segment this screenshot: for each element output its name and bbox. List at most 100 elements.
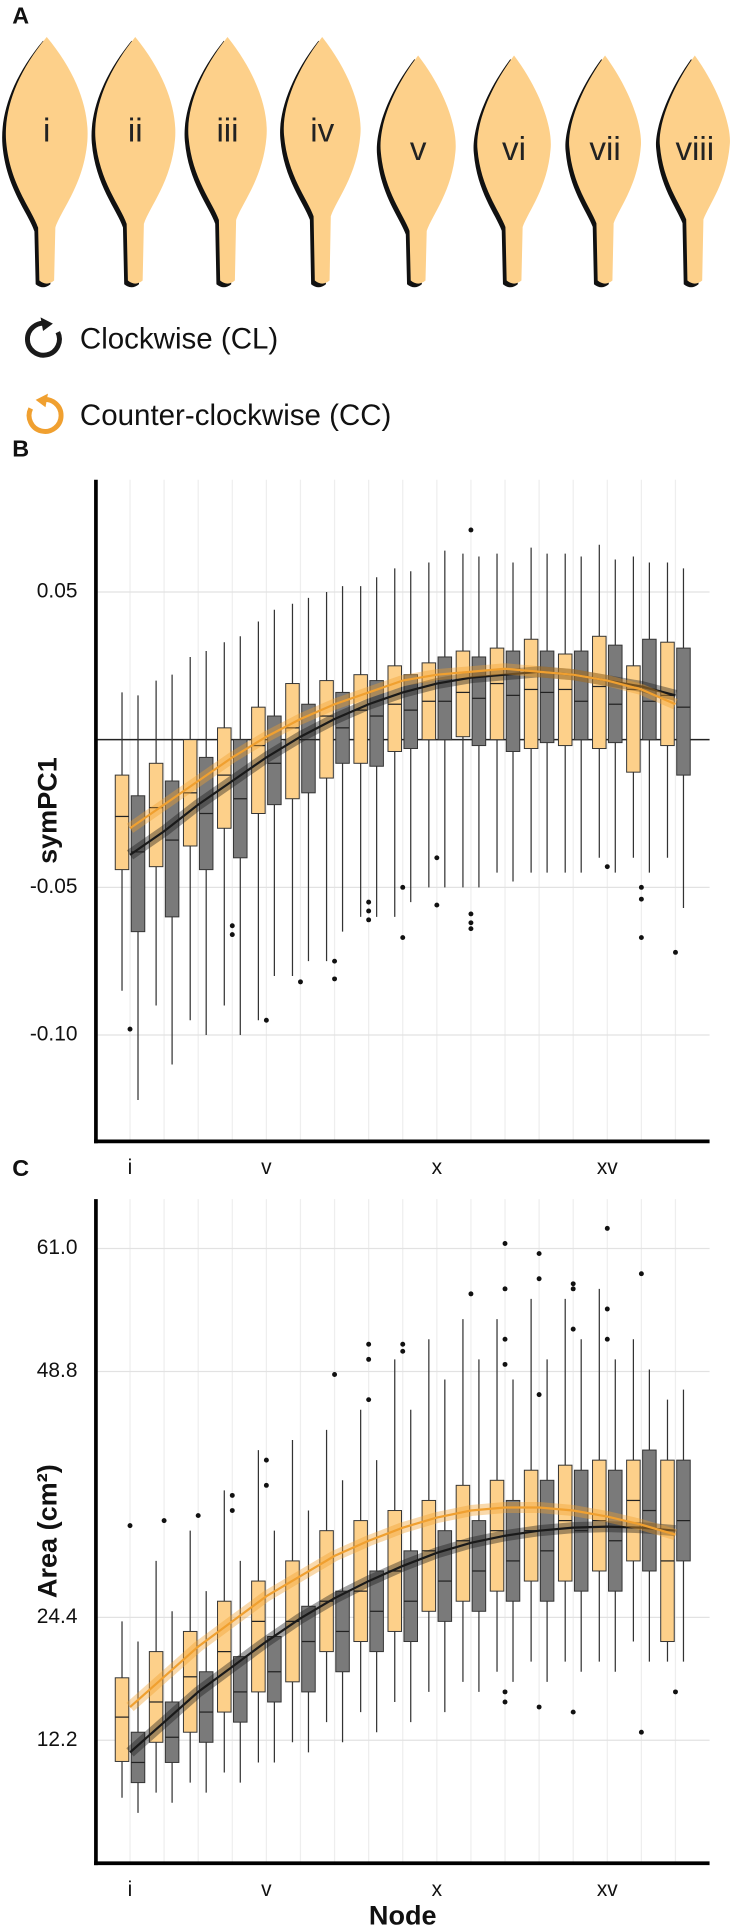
outlier (502, 1361, 508, 1367)
box (148, 1651, 164, 1743)
leaf (477, 55, 551, 284)
outlier (229, 1508, 235, 1513)
outlier (366, 1356, 372, 1362)
box (267, 715, 282, 806)
outlier (502, 1336, 508, 1342)
box (523, 638, 539, 750)
outlier (332, 976, 338, 982)
box (505, 1499, 521, 1602)
leaf (380, 55, 456, 284)
outlier (638, 935, 644, 941)
outlier (536, 1251, 542, 1257)
box (233, 1656, 248, 1723)
leaf (188, 37, 267, 284)
outlier (536, 1704, 542, 1710)
outlier (468, 911, 474, 917)
leaf-label: i (43, 113, 50, 150)
outlier (400, 935, 406, 941)
box (557, 1464, 573, 1582)
outlier (127, 1026, 133, 1032)
outlier (229, 1492, 235, 1498)
y-axis-label: symPC1 (32, 757, 62, 864)
box (471, 656, 487, 747)
box (676, 647, 691, 776)
outlier (604, 864, 610, 870)
box (471, 1520, 487, 1612)
box (437, 656, 453, 741)
box (557, 653, 573, 747)
outlier (570, 1709, 576, 1715)
outlier (229, 932, 235, 938)
outlier (229, 923, 235, 929)
legend: Clockwise (CL) Counter-clockwise (CC) (25, 317, 391, 434)
outlier (604, 1225, 610, 1231)
legend-arrow (40, 317, 53, 331)
outlier (366, 908, 372, 914)
panel-label: B (12, 435, 29, 461)
legend-label: Counter-clockwise (CC) (80, 399, 391, 432)
box (114, 774, 130, 871)
box (626, 1459, 641, 1562)
box (267, 1635, 282, 1703)
outlier (366, 1341, 372, 1347)
outlier (570, 1281, 576, 1287)
outlier (502, 1286, 508, 1292)
box (676, 1459, 691, 1562)
outlier (400, 1341, 406, 1347)
x-tick-label: xv (597, 1156, 618, 1179)
box (505, 650, 521, 752)
y-axis-label: Area (cm²) (32, 1464, 62, 1598)
outlier (502, 1699, 508, 1705)
leaf-label: v (410, 131, 427, 168)
outlier (673, 1689, 678, 1695)
outlier (502, 1241, 508, 1246)
outlier (468, 926, 474, 932)
box (403, 1550, 418, 1643)
fit-line (129, 1525, 676, 1754)
panel-label: A (12, 3, 29, 29)
outlier (195, 1513, 201, 1519)
legend-icon (25, 320, 62, 358)
outlier (434, 902, 440, 908)
outlier (604, 1306, 610, 1312)
leaf-row: i ii iii iv v vi vii viii (2, 37, 730, 288)
box (319, 680, 334, 779)
box (523, 1469, 539, 1582)
outlier (263, 1457, 269, 1463)
y-tick-label: 0.05 (37, 580, 78, 603)
leaf-label: vii (589, 131, 620, 168)
leaf (569, 55, 642, 284)
legend-arrow (35, 393, 48, 408)
outlier (638, 896, 644, 902)
outlier (570, 1326, 576, 1332)
box (251, 706, 266, 814)
box (455, 650, 471, 738)
leaf (5, 37, 88, 284)
box (130, 795, 146, 933)
box (437, 1530, 453, 1622)
outlier (468, 527, 474, 533)
leaf-label: viii (675, 131, 714, 168)
fit-line (129, 1506, 676, 1708)
outlier (434, 855, 440, 861)
x-tick-label: i (128, 1878, 133, 1901)
outlier (400, 1348, 406, 1354)
y-tick-label: -0.10 (30, 1023, 78, 1046)
outlier (570, 1286, 576, 1292)
outlier (604, 1336, 610, 1342)
x-tick-label: v (261, 1156, 272, 1179)
outlier (536, 1276, 542, 1282)
box (164, 780, 180, 918)
x-tick-label: xv (597, 1878, 618, 1901)
box (217, 727, 232, 829)
box (387, 665, 403, 752)
outlier (638, 1271, 644, 1277)
panel-label: C (12, 1155, 29, 1181)
outlier (400, 884, 406, 890)
outlier (468, 1291, 474, 1297)
x-tick-label: x (432, 1156, 443, 1179)
outlier (127, 1523, 133, 1529)
box (301, 703, 316, 794)
